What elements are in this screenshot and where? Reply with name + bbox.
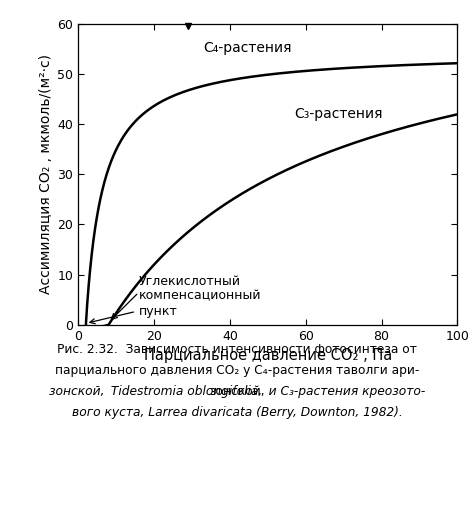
Text: зонской,  Tidestromia oblongifolia,  и C₃-растения креозото-: зонской, Tidestromia oblongifolia, и C₃-…: [49, 385, 425, 398]
Text: C₃-растения: C₃-растения: [294, 107, 383, 121]
Y-axis label: Ассимиляция CO₂ , мкмоль/(м²·с): Ассимиляция CO₂ , мкмоль/(м²·с): [39, 54, 53, 294]
Text: Рис. 2.32.  Зависимость интенсивности фотосинтеза от: Рис. 2.32. Зависимость интенсивности фот…: [57, 343, 417, 356]
X-axis label: Парциальное давление CO₂ , Па: Парциальное давление CO₂ , Па: [144, 348, 392, 363]
Text: парциального давления CO₂ у C₄-растения таволги ари-: парциального давления CO₂ у C₄-растения …: [55, 364, 419, 377]
Text: C₄-растения: C₄-растения: [203, 41, 292, 55]
Text: Углекислотный
компенсационный
пункт: Углекислотный компенсационный пункт: [90, 275, 261, 324]
Text: зонской,: зонской,: [209, 385, 265, 398]
Text: вого куста, Larrea divaricata (Berry, Downton, 1982).: вого куста, Larrea divaricata (Berry, Do…: [72, 406, 402, 419]
